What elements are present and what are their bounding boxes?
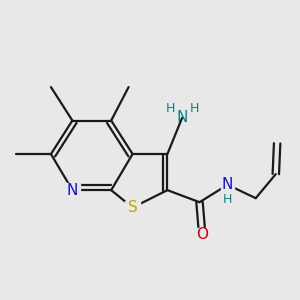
Text: N: N: [176, 110, 188, 125]
Text: O: O: [196, 227, 208, 242]
Bar: [125, 201, 140, 214]
Text: H: H: [190, 102, 199, 115]
Bar: [221, 178, 234, 191]
Text: N: N: [67, 183, 78, 198]
Text: H: H: [223, 193, 232, 206]
Bar: [65, 184, 80, 197]
Text: S: S: [128, 200, 137, 215]
Text: H: H: [165, 102, 175, 115]
Bar: [196, 228, 208, 240]
Text: N: N: [222, 177, 233, 192]
